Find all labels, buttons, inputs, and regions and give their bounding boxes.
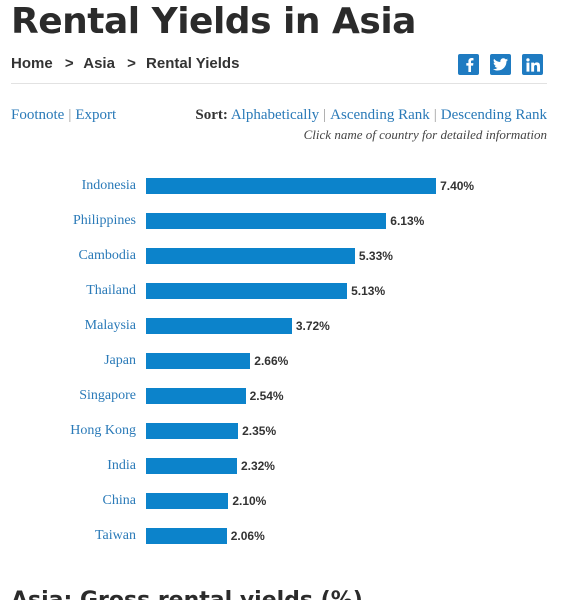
country-link[interactable]: Japan	[104, 353, 136, 368]
chart-row: Malaysia 3.72%	[0, 318, 567, 334]
country-link[interactable]: Thailand	[86, 283, 136, 298]
yield-value-label: 2.54%	[249, 389, 284, 403]
chart-row: Singapore 2.54%	[0, 388, 567, 404]
country-click-hint: Click name of country for detailed infor…	[303, 127, 547, 142]
yield-bar	[146, 528, 227, 544]
yield-value-label: 6.13%	[390, 214, 425, 228]
twitter-icon[interactable]	[490, 54, 511, 75]
country-link[interactable]: Philippines	[72, 213, 136, 228]
footnote-link[interactable]: Footnote	[11, 107, 65, 123]
facebook-icon[interactable]	[458, 54, 479, 75]
pipe-divider: |	[323, 107, 327, 123]
yield-value-label: 2.66%	[254, 354, 289, 368]
breadcrumb-separator: >	[64, 55, 74, 72]
country-link[interactable]: Malaysia	[84, 318, 136, 333]
sort-ascending-rank-link[interactable]: Ascending Rank	[330, 107, 430, 123]
header-divider	[11, 83, 547, 84]
yield-bar	[146, 213, 387, 229]
breadcrumb-current: Rental Yields	[146, 55, 240, 72]
export-link[interactable]: Export	[75, 107, 117, 123]
pipe-divider: |	[433, 107, 437, 123]
yield-bar	[146, 353, 251, 369]
yield-value-label: 5.33%	[358, 249, 393, 263]
country-link[interactable]: Indonesia	[81, 178, 136, 193]
yield-bar	[146, 178, 437, 194]
yield-value-label: 5.13%	[351, 284, 386, 298]
yield-bar	[146, 493, 229, 509]
chart-row: Japan 2.66%	[0, 353, 567, 369]
country-link[interactable]: Cambodia	[78, 248, 136, 263]
yield-value-label: 2.06%	[230, 529, 265, 543]
chart-row: China 2.10%	[0, 493, 567, 509]
page-title: Rental Yields in Asia	[11, 1, 416, 42]
yield-value-label: 2.10%	[232, 494, 267, 508]
social-share-bar	[458, 54, 543, 75]
country-link[interactable]: Hong Kong	[70, 423, 136, 438]
yield-bar	[146, 283, 348, 299]
pipe-divider: |	[68, 107, 72, 123]
yield-bar	[146, 458, 237, 474]
yield-bar	[146, 318, 292, 334]
breadcrumb-separator: >	[127, 55, 136, 72]
chart-row: Taiwan 2.06%	[0, 528, 567, 544]
sort-descending-rank-link[interactable]: Descending Rank	[440, 107, 547, 123]
yield-value-label: 2.32%	[240, 459, 275, 473]
yield-value-label: 3.72%	[295, 319, 330, 333]
country-link[interactable]: Singapore	[79, 388, 136, 403]
country-link[interactable]: Taiwan	[94, 528, 136, 543]
toolbar-links: Footnote | Export	[11, 107, 116, 124]
country-link[interactable]: China	[102, 493, 136, 508]
yield-value-label: 2.35%	[242, 424, 277, 438]
chart-row: Thailand 5.13%	[0, 283, 567, 299]
sort-alphabetically-link[interactable]: Alphabetically	[230, 107, 320, 123]
breadcrumb: Home > Asia > Rental Yields	[11, 55, 239, 72]
yield-value-label: 7.40%	[440, 179, 475, 193]
chart-row: India 2.32%	[0, 458, 567, 474]
sort-controls: Sort: Alphabetically | Ascending Rank | Desc…	[195, 107, 547, 124]
yield-bar	[146, 388, 246, 404]
chart-row: Indonesia 7.40%	[0, 178, 567, 194]
yield-bar	[146, 248, 355, 264]
sort-label: Sort:	[195, 107, 228, 123]
chart-row: Cambodia 5.33%	[0, 248, 567, 264]
chart-row: Hong Kong 2.35%	[0, 423, 567, 439]
country-link[interactable]: India	[107, 458, 136, 473]
linkedin-icon[interactable]	[522, 54, 543, 75]
breadcrumb-asia[interactable]: Asia	[83, 55, 115, 72]
chart-row: Philippines 6.13%	[0, 213, 567, 229]
breadcrumb-home[interactable]: Home	[11, 55, 53, 72]
yield-bar	[146, 423, 239, 439]
next-section-heading: Asia: Gross rental yields (%)	[11, 588, 363, 600]
